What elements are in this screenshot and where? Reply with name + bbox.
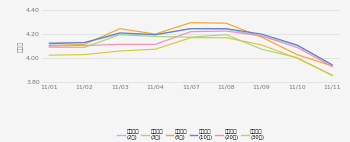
국고채권
(30년) [259, 44, 264, 46]
국고채권
(2년) [259, 35, 264, 37]
국고채권
(5년) [82, 43, 86, 45]
국고채권
(3년) [153, 36, 158, 37]
국고채권
(20년) [259, 35, 264, 37]
Line: 국고채권
(20년): 국고채권 (20년) [49, 31, 332, 67]
국고채권
(30년) [330, 74, 335, 76]
국고채권
(10년) [118, 32, 122, 34]
국고채권
(3년) [118, 34, 122, 36]
국고채권
(20년) [153, 43, 158, 45]
국고채권
(5년) [47, 45, 51, 46]
국고채권
(5년) [118, 28, 122, 30]
Y-axis label: 수익률: 수익률 [18, 40, 23, 52]
국고채권
(2년) [118, 33, 122, 35]
국고채권
(2년) [330, 65, 335, 66]
국고채권
(3년) [330, 75, 335, 77]
국고채권
(5년) [259, 36, 264, 38]
국고채권
(2년) [47, 42, 51, 43]
Line: 국고채권
(5년): 국고채권 (5년) [49, 23, 332, 66]
국고채권
(30년) [153, 48, 158, 50]
국고채권
(30년) [189, 37, 193, 39]
국고채권
(5년) [153, 33, 158, 35]
국고채권
(2년) [189, 28, 193, 30]
국고채권
(3년) [47, 47, 51, 48]
국고채권
(10년) [189, 28, 193, 30]
국고채권
(30년) [47, 54, 51, 56]
국고채권
(3년) [259, 48, 264, 50]
국고채권
(2년) [224, 28, 228, 30]
국고채권
(10년) [224, 28, 228, 30]
국고채권
(20년) [47, 45, 51, 47]
국고채권
(10년) [295, 44, 299, 46]
국고채권
(10년) [259, 33, 264, 35]
국고채권
(30년) [224, 37, 228, 39]
국고채권
(20년) [330, 66, 335, 67]
국고채권
(10년) [82, 42, 86, 43]
국고채권
(20년) [295, 47, 299, 48]
국고채권
(30년) [82, 54, 86, 55]
국고채권
(3년) [224, 34, 228, 36]
국고채권
(20년) [189, 31, 193, 33]
국고채권
(30년) [118, 50, 122, 52]
국고채권
(3년) [189, 36, 193, 38]
국고채권
(5년) [189, 22, 193, 23]
국고채권
(3년) [82, 47, 86, 48]
국고채권
(5년) [330, 65, 335, 67]
국고채권
(3년) [295, 57, 299, 59]
국고채권
(30년) [295, 57, 299, 59]
국고채권
(10년) [330, 64, 335, 66]
국고채권
(5년) [224, 22, 228, 24]
국고채권
(10년) [47, 43, 51, 45]
국고채권
(20년) [82, 45, 86, 46]
국고채권
(2년) [153, 34, 158, 36]
국고채권
(2년) [295, 45, 299, 46]
Line: 국고채권
(2년): 국고채권 (2년) [49, 29, 332, 65]
국고채권
(20년) [224, 30, 228, 32]
Line: 국고채권
(3년): 국고채권 (3년) [49, 35, 332, 76]
Line: 국고채권
(30년): 국고채권 (30년) [49, 38, 332, 75]
국고채권
(10년) [153, 34, 158, 36]
Legend: 국고채권
(2년), 국고채권
(3년), 국고채권
(5년), 국고채권
(10년), 국고채권
(20년), 국고채권
(30년): 국고채권 (2년), 국고채권 (3년), 국고채권 (5년), 국고채권 (1… [115, 127, 266, 142]
Line: 국고채권
(10년): 국고채권 (10년) [49, 29, 332, 65]
국고채권
(2년) [82, 42, 86, 43]
국고채권
(20년) [118, 43, 122, 45]
국고채권
(5년) [295, 54, 299, 55]
